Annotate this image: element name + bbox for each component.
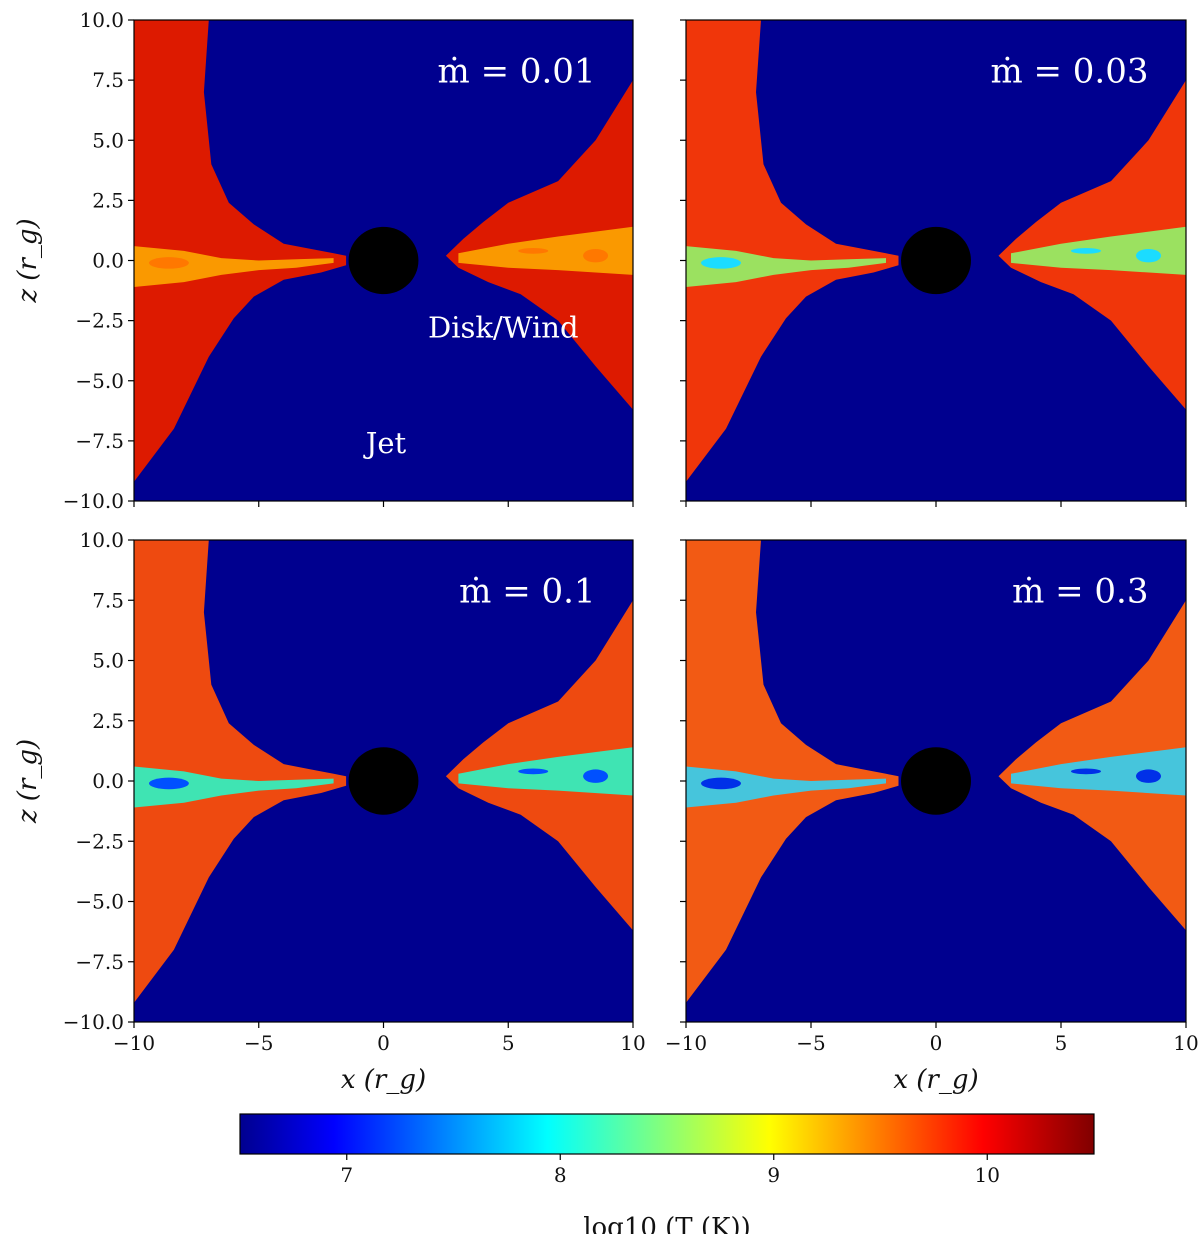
y-tick-label: −7.5 [75,950,124,974]
disk-cool-blob [1136,769,1161,783]
y-tick-label: 2.5 [92,709,124,733]
disk-cool-blob [148,257,189,269]
y-tick-label: 2.5 [92,188,124,212]
x-tick-label: 5 [502,1031,515,1055]
y-tick-label: −5.0 [75,890,124,914]
disk-cool-blob [1136,248,1161,263]
x-tick-label: 0 [930,1031,943,1055]
disk-inner-left [686,766,886,808]
colorbar: 7 8 9 10 log10 (T (K)) [239,1113,1095,1234]
disk-cool-blob [1071,247,1101,254]
y-tick-label: 7.5 [92,68,124,92]
left-hot-region [686,20,899,482]
y-tick-label: 0.0 [92,769,124,793]
colorbar-bar [239,1113,1095,1155]
x-tick-label: −10 [665,1031,707,1055]
x-tick-label: 0 [377,1031,390,1055]
x-axis-label: x (r_g) [893,1065,978,1095]
disk-cool-blob [1071,768,1101,775]
left-hot-region [134,540,347,1003]
annotation-disk-wind: Disk/Wind [428,310,579,344]
y-axis-label: z (r_g) [13,739,43,824]
disk-cool-blob [518,247,549,254]
y-tick-label: 5.0 [92,649,124,673]
panel-2: ṁ = 0.03 [680,19,1187,507]
colorbar-tick-label: 7 [340,1163,353,1187]
y-tick-label: −5.0 [75,369,124,393]
colorbar-tick-label: 9 [767,1163,780,1187]
panel-label: ṁ = 0.3 [1012,572,1148,612]
x-axis-label: x (r_g) [341,1065,426,1095]
disk-inner-left [134,766,334,808]
black-hole [348,226,419,295]
x-tick-label: −10 [113,1031,155,1055]
disk-inner-left [134,246,334,287]
y-tick-label: 10.0 [79,528,124,552]
y-tick-label: −7.5 [75,429,124,453]
left-hot-region [686,540,899,1003]
y-tick-label: −10.0 [63,489,124,513]
disk-cool-blob [148,777,189,790]
disk-cool-blob [701,257,741,269]
annotation-jet: Jet [363,426,407,460]
y-tick-label: −2.5 [75,309,124,333]
y-tick-label: 10.0 [79,8,124,32]
disk-cool-blob [583,248,609,263]
y-axis-label: z (r_g) [13,218,43,303]
x-tick-label: 5 [1055,1031,1068,1055]
black-hole [901,226,971,295]
colorbar-tick-label: 10 [975,1163,1000,1187]
y-tick-label: 7.5 [92,588,124,612]
panel-1: −10.0 −7.5 −5.0 −2.5 0.0 2.5 5.0 7.5 10.0 z (r_g)… [13,8,634,513]
disk-inner-left [686,246,886,287]
panel-label: ṁ = 0.03 [990,52,1148,92]
y-tick-label: −10.0 [63,1010,124,1034]
disk-cool-blob [518,768,549,775]
y-tick-label: 0.0 [92,249,124,273]
y-tick-label: 5.0 [92,128,124,152]
disk-cool-blob [701,777,741,790]
colorbar-label: log10 (T (K)) [583,1213,751,1234]
black-hole [901,747,971,815]
x-tick-label: 10 [620,1031,645,1055]
black-hole [348,747,419,815]
panel-label: ṁ = 0.1 [459,572,595,612]
colorbar-tick-label: 8 [554,1163,567,1187]
left-hot-region [134,20,347,482]
x-tick-label: −5 [796,1031,825,1055]
panel-4: −10 −5 0 5 10 x (r_g) ṁ = 0.3 [665,539,1199,1095]
panel-3: −10.0 −7.5 −5.0 −2.5 0.0 2.5 5.0 7.5 10.0 −10 −5 0 5… [13,528,646,1095]
disk-cool-blob [583,769,609,783]
x-tick-label: 10 [1173,1031,1198,1055]
x-tick-label: −5 [244,1031,273,1055]
panel-label: ṁ = 0.01 [438,52,596,92]
y-tick-label: −2.5 [75,829,124,853]
